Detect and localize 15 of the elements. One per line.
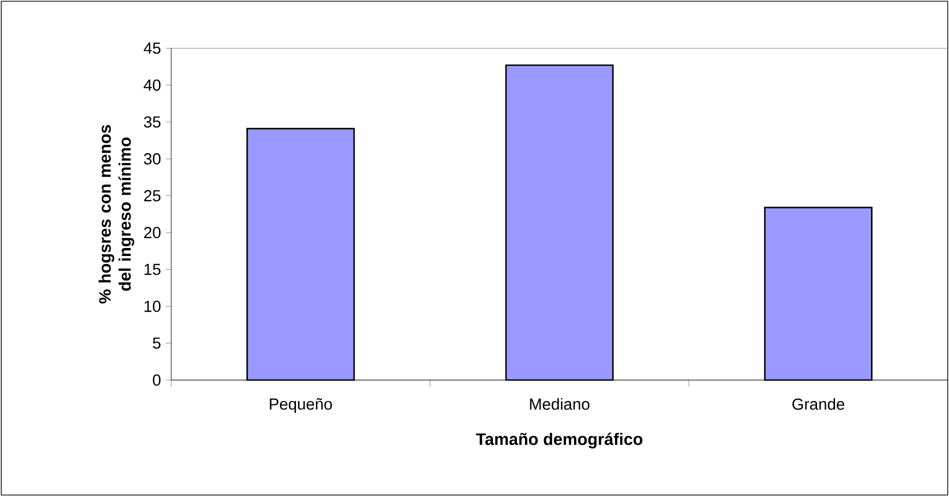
y-tick-label: 0 <box>152 374 161 386</box>
x-tick-label: Grande <box>792 398 844 410</box>
y-tick-label: 45 <box>144 42 160 54</box>
x-tick-label: Pequeño <box>270 398 332 413</box>
y-tick-label: 20 <box>144 226 161 238</box>
y-tick-label: 30 <box>144 153 161 164</box>
x-axis-title: Tamaño demográfico <box>476 432 642 448</box>
y-tick-label: 25 <box>144 190 160 202</box>
y-axis-title: % hogsres con menos del ingreso mínimo <box>98 124 134 304</box>
y-tick-label: 15 <box>144 264 160 275</box>
y-tick-label: 5 <box>152 337 160 349</box>
y-tick-label: 10 <box>144 300 161 312</box>
y-tick-label: 40 <box>144 79 161 91</box>
x-tick-label: Mediano <box>530 398 590 410</box>
y-tick-label: 35 <box>144 116 160 128</box>
